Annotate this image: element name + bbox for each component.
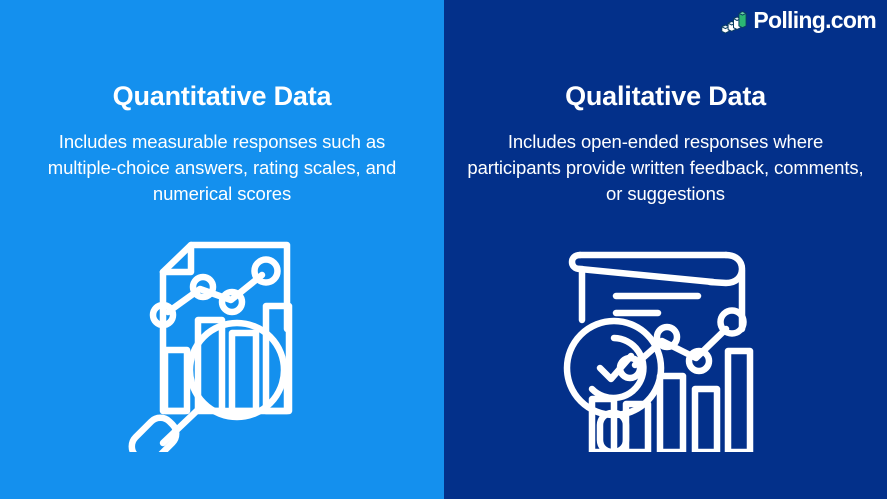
- illustration-qualitative: [444, 207, 887, 499]
- bar-chart-growth-icon: [721, 11, 747, 34]
- polling-com-logo[interactable]: Polling.com: [720, 7, 877, 34]
- panel-title-qualitative: Qualitative Data: [565, 81, 766, 111]
- panel-qualitative: Polling.com Qualitative Data Includes op…: [444, 0, 887, 499]
- panel-description-quantitative: Includes measurable responses such as mu…: [47, 130, 397, 205]
- panel-description-qualitative: Includes open-ended responses where part…: [467, 130, 864, 205]
- panel-quantitative: Quantitative Data Includes measurable re…: [0, 0, 444, 499]
- logo-wordmark: Polling.com: [753, 7, 876, 33]
- document-bar-chart-magnifier-icon: [128, 241, 293, 452]
- panel-title-quantitative: Quantitative Data: [112, 81, 332, 111]
- scroll-checkmark-magnifier-chart-icon: [563, 251, 754, 452]
- illustration-quantitative: [0, 207, 444, 499]
